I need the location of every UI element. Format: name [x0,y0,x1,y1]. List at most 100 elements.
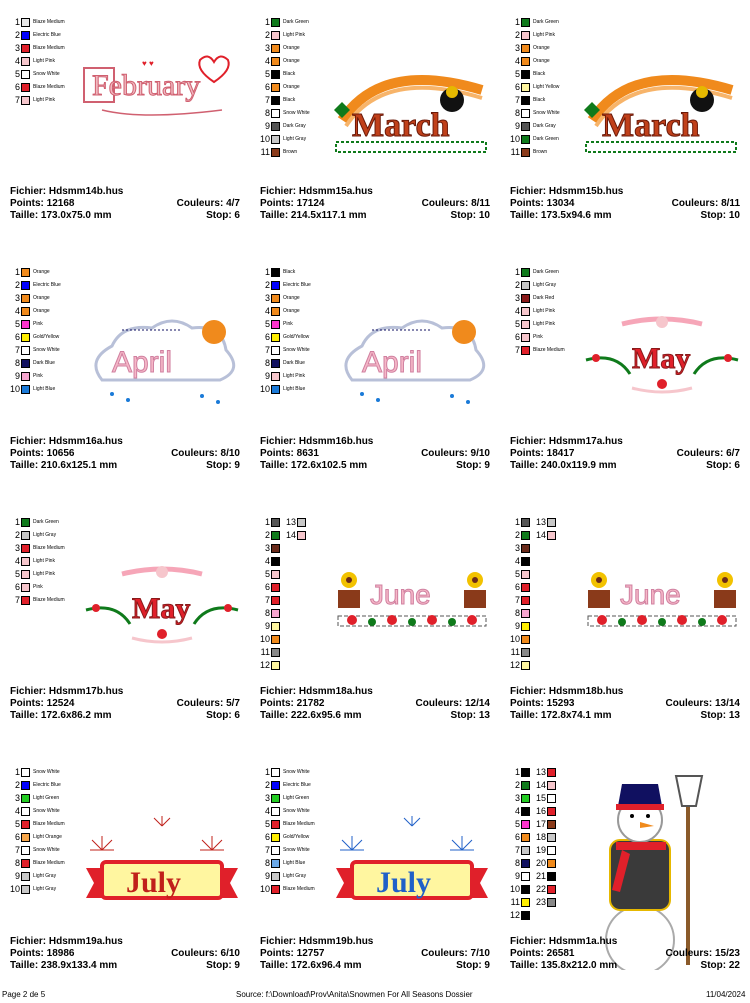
svg-text:May: May [632,342,690,375]
color-legend-row: 1 Dark Green [508,16,560,29]
color-name: Orange [283,295,300,301]
color-swatch [521,109,530,118]
color-swatch [547,859,556,868]
color-name: Gold/Yellow [283,834,310,840]
color-number: 9 [514,121,520,131]
design-size: Taille: 214.5x117.1 mm [260,210,367,221]
color-number: 4 [514,556,520,566]
color-swatch [21,281,30,290]
color-number: 4 [264,306,270,316]
color-swatch [521,135,530,144]
color-legend-row: 3 Orange [8,292,61,305]
stop-count: Stop: 13 [450,710,490,721]
color-number: 1 [264,767,270,777]
color-swatch [271,794,280,803]
color-number: 3 [514,43,520,53]
color-legend-row: 4 Snow White [8,805,65,818]
color-legend-row: 2 Light Gray [8,529,65,542]
svg-text:July: July [126,866,181,899]
color-name: Orange [283,84,300,90]
color-number: 4 [514,56,520,66]
color-count: Couleurs: 9/10 [421,448,490,459]
color-swatch [271,661,280,670]
color-swatch [521,622,530,631]
color-name: Blaze Medium [33,19,65,25]
svg-text:July: July [376,866,431,899]
color-legend-row: 4 Orange [258,305,311,318]
color-legend-row: 15 [534,792,556,805]
color-legend-row: 4 Orange [8,305,61,318]
color-swatch [21,531,30,540]
color-name: Light Gray [283,136,307,142]
source-path: Source: f:\Download\Prov\Anita\Snowmen F… [236,990,473,999]
color-name: Orange [33,308,50,314]
color-swatch [521,833,530,842]
color-legend-row: 4 Light Pink [508,305,565,318]
color-number: 6 [14,832,20,842]
color-name: Light Yellow [533,84,560,90]
color-swatch [21,557,30,566]
color-name: Snow White [283,110,310,116]
svg-text:June: June [370,579,431,610]
color-number: 3 [14,293,20,303]
stop-count: Stop: 10 [700,210,740,221]
color-name: Snow White [33,847,60,853]
color-legend: 1 Snow White 2 Electric Blue 3 Light Green 4 Sn… [258,766,315,896]
color-legend: 1 Black 2 Electric Blue 3 Orange 4 Orange 5 Pink 6… [258,266,311,396]
color-number: 7 [264,845,270,855]
color-swatch [271,872,280,881]
color-legend-row: 2 Electric Blue [8,279,61,292]
color-name: Snow White [283,808,310,814]
file-name: Fichier: Hdsmm17a.hus [510,436,623,447]
color-legend-row: 10 Dark Green [508,133,560,146]
color-swatch [271,768,280,777]
color-legend-row: 8 Blaze Medium [8,857,65,870]
color-name: Pink [283,321,293,327]
color-swatch [521,859,530,868]
svg-text:February: February [92,69,200,102]
color-swatch [21,570,30,579]
color-legend-row: 6 Blaze Medium [8,81,65,94]
color-swatch [21,820,30,829]
color-legend-row: 8 [258,607,280,620]
color-legend-row: 5 Pink [258,318,311,331]
design-card: 1 2 3 4 5 6 7 8 9 10 11 12 13 14 15 16 17 18 19 20 21 22 23 Fi… [500,750,750,1000]
color-number: 3 [14,543,20,553]
color-swatch [21,31,30,40]
design-info: Fichier: Hdsmm17b.hus Points: 12524 Coule… [10,686,240,722]
color-swatch [271,346,280,355]
stop-count: Stop: 9 [206,960,240,971]
color-swatch [271,122,280,131]
color-number: 6 [264,82,270,92]
color-name: Light Blue [33,386,56,392]
color-legend-row: 3 [508,792,530,805]
color-legend-row: 6 [508,581,530,594]
design-card: 1 Blaze Medium 2 Electric Blue 3 Blaze Medium… [0,0,250,250]
color-count: Couleurs: 8/11 [671,198,740,209]
color-name: Blaze Medium [33,45,65,51]
color-legend-row: 6 Gold/Yellow [258,331,311,344]
color-swatch [271,359,280,368]
color-swatch [21,307,30,316]
color-swatch [21,846,30,855]
color-legend-row: 9 [508,620,530,633]
color-name: Dark Blue [33,360,55,366]
color-legend-row: 7 Black [258,94,310,107]
color-swatch [521,794,530,803]
color-legend-row: 16 [534,805,556,818]
color-name: Snow White [283,347,310,353]
color-swatch [547,794,556,803]
color-swatch [521,31,530,40]
color-swatch [521,96,530,105]
color-swatch [521,661,530,670]
stop-count: Stop: 6 [706,460,740,471]
color-swatch [547,518,556,527]
color-swatch [271,333,280,342]
color-legend-row: 1 Black [258,266,311,279]
color-swatch [521,268,530,277]
stop-count: Stop: 6 [206,710,240,721]
color-legend-row: 1 Orange [8,266,61,279]
color-legend-row: 10 Light Blue [8,383,61,396]
color-name: Snow White [33,71,60,77]
color-name: Light Pink [533,32,555,38]
